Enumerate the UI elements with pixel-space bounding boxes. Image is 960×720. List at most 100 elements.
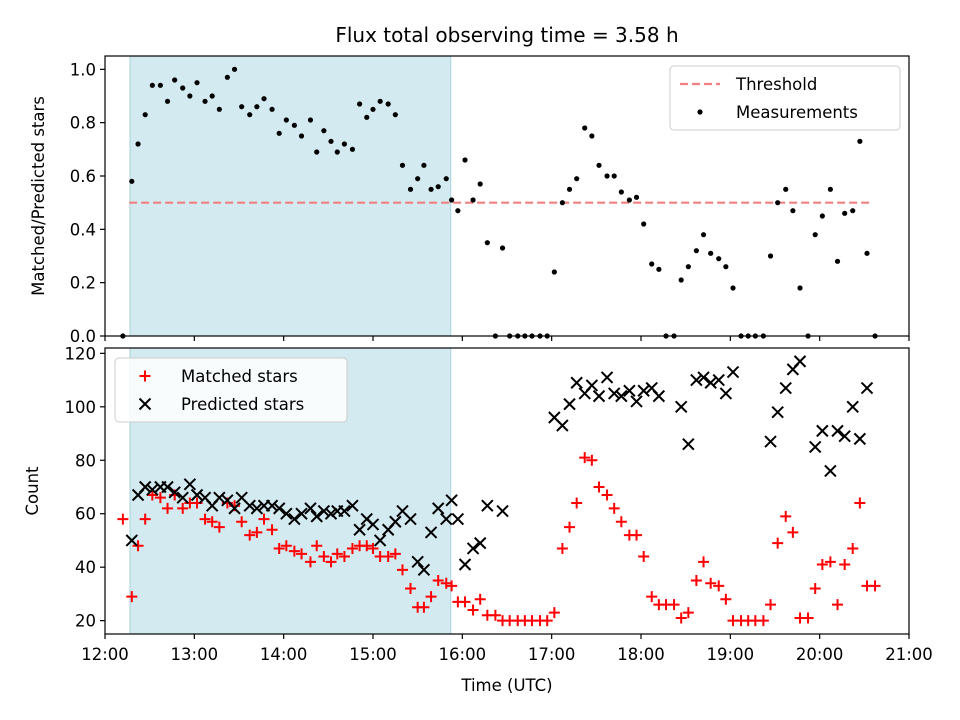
data-point (254, 104, 260, 110)
data-point (850, 208, 856, 214)
data-point (199, 513, 211, 525)
data-point (854, 497, 866, 509)
observing-window-span (129, 55, 452, 337)
data-point (649, 261, 655, 267)
y-axis-title: Count (23, 466, 42, 516)
data-point (244, 529, 256, 541)
legend: Threshold Measurements (669, 65, 901, 131)
data-point (135, 141, 141, 147)
data-point (236, 516, 248, 528)
y-tick-label: 0.2 (70, 274, 96, 293)
data-point (349, 146, 356, 152)
data-point (790, 208, 796, 214)
data-point (611, 173, 617, 179)
data-point (291, 122, 297, 128)
data-point (566, 186, 573, 192)
data-point (592, 389, 606, 403)
data-point (325, 556, 337, 568)
data-point (276, 130, 282, 136)
y-tick-label: 0.4 (70, 220, 96, 239)
legend-box (669, 65, 901, 131)
data-point (451, 512, 465, 526)
data-point (582, 125, 588, 131)
data-point (296, 548, 308, 560)
data-point (194, 80, 200, 86)
legend-label: Measurements (736, 103, 858, 122)
data-point (377, 98, 383, 104)
data-point (771, 405, 784, 419)
data-point (132, 540, 144, 552)
data-point (425, 591, 437, 603)
data-point (328, 138, 334, 144)
legend-marker (139, 370, 151, 382)
data-point (367, 542, 379, 554)
data-point (615, 516, 627, 528)
data-point (793, 355, 807, 368)
data-point (364, 114, 370, 120)
x-tick-label: 13:00 (171, 645, 219, 664)
data-point (283, 117, 289, 123)
data-point (869, 580, 881, 592)
data-point (417, 563, 431, 577)
data-point (307, 117, 314, 123)
data-point (161, 480, 174, 494)
data-point (678, 277, 684, 283)
data-point (298, 133, 305, 139)
data-point (126, 591, 138, 603)
data-point (631, 529, 643, 541)
x-tick-label: 18:00 (617, 645, 665, 664)
data-point (125, 534, 139, 547)
data-point (389, 548, 401, 560)
data-point (258, 513, 270, 525)
axes-frame (104, 347, 910, 635)
data-point (783, 186, 789, 192)
series-matched-stars (117, 452, 881, 627)
data-point (682, 607, 694, 619)
data-point (564, 521, 576, 533)
data-point (157, 82, 163, 88)
data-point (541, 615, 553, 627)
data-point (604, 173, 610, 179)
data-point (396, 564, 408, 576)
data-point (812, 232, 818, 238)
data-point (641, 221, 647, 227)
data-point (473, 536, 487, 550)
data-point (864, 250, 870, 256)
legend-marker (697, 109, 703, 115)
data-point (411, 555, 424, 569)
legend-label: Matched stars (181, 367, 298, 386)
data-point (370, 106, 376, 112)
data-point (827, 186, 833, 192)
x-tick-label: 17:00 (528, 645, 576, 664)
x-axis-title: Time (UTC) (460, 676, 552, 695)
data-point (459, 596, 471, 608)
data-point (392, 112, 398, 118)
y-tick-label: 80 (75, 451, 96, 470)
data-point (288, 512, 301, 526)
data-point (373, 534, 387, 547)
data-point (421, 162, 427, 168)
ratio-panel: 0.0 0.2 0.4 0.6 0.8 1.0 Matched/Predicted star… (29, 55, 910, 346)
data-point (146, 489, 158, 501)
data-point (834, 258, 841, 264)
data-point (228, 502, 241, 515)
data-point (467, 604, 479, 616)
data-point (797, 285, 803, 291)
data-point (563, 397, 576, 411)
data-point (280, 507, 293, 520)
data-point (311, 540, 323, 552)
data-point (574, 176, 580, 182)
data-point (440, 512, 453, 526)
data-point (183, 478, 197, 491)
data-point (324, 507, 338, 520)
x-tick-label: 19:00 (707, 645, 755, 664)
data-point (626, 197, 632, 203)
data-point (213, 521, 225, 533)
data-point (446, 580, 458, 592)
data-point (129, 178, 135, 184)
data-point (331, 548, 343, 560)
data-point (638, 550, 650, 562)
data-point (713, 580, 725, 592)
series-measurements (120, 66, 878, 339)
data-point (231, 66, 238, 72)
